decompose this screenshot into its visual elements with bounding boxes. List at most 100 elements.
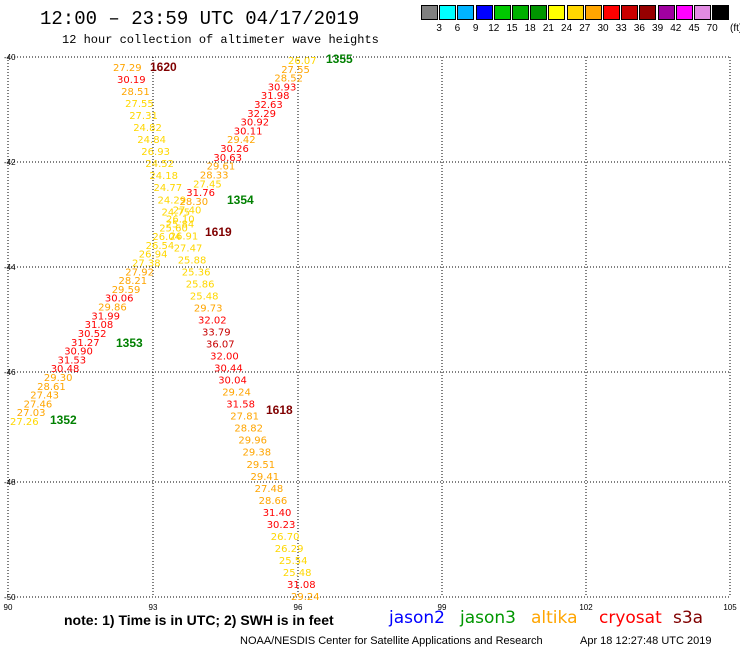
- swh-value-descending: 30.04: [218, 376, 247, 387]
- scale-swatch: [566, 5, 584, 20]
- scale-tick-label: 21: [542, 23, 554, 34]
- swh-value-ascending: 27.40: [173, 206, 202, 217]
- mission-label: jason3: [460, 608, 516, 628]
- latitude-label: -50: [4, 593, 16, 602]
- swh-value-descending: 24.84: [137, 135, 166, 146]
- pass-number-label: 1618: [266, 403, 293, 417]
- swh-value-ascending: 29.30: [44, 373, 73, 384]
- pass-number-label: 1355: [326, 52, 353, 66]
- swh-value-descending: 29.73: [194, 304, 223, 315]
- swh-value-descending: 30.44: [214, 364, 243, 375]
- swh-value-descending: 27.55: [125, 99, 154, 110]
- swh-value-ascending: 29.42: [227, 135, 256, 146]
- swh-value-ascending: 32.29: [247, 109, 276, 120]
- swh-value-descending: 31.58: [226, 400, 255, 411]
- mission-label: jason2: [389, 608, 445, 628]
- swh-value-ascending: 30.52: [78, 329, 107, 340]
- scale-tick-label: 9: [472, 23, 479, 34]
- credit-line: NOAA/NESDIS Center for Satellite Applica…: [240, 635, 543, 647]
- scale-tick-label: 36: [633, 23, 645, 34]
- swh-value-ascending: 25.60: [159, 223, 188, 234]
- scale-swatch: [475, 5, 493, 20]
- swh-value-descending: 29.24: [222, 388, 251, 399]
- scale-swatch: [657, 5, 675, 20]
- swh-value-ascending: 26.54: [146, 241, 175, 252]
- swh-value-ascending: 30.26: [220, 144, 249, 155]
- swh-value-descending: 24.82: [133, 123, 162, 134]
- swh-value-ascending: 30.90: [64, 347, 93, 358]
- scale-swatch: [712, 5, 730, 20]
- scale-tick-label: 27: [579, 23, 591, 34]
- scale-swatch: [493, 5, 511, 20]
- scale-tick-label: 39: [652, 23, 664, 34]
- swh-value-ascending: 26.94: [139, 250, 168, 261]
- page-subtitle: 12 hour collection of altimeter wave hei…: [62, 33, 379, 47]
- footnote: note: 1) Time is in UTC; 2) SWH is in fe…: [64, 612, 334, 628]
- swh-value-descending: 25.86: [186, 279, 215, 290]
- page-title: 12:00 – 23:59 UTC 04/17/2019: [40, 8, 360, 30]
- scale-tick-label: 33: [615, 23, 627, 34]
- swh-value-ascending: 27.26: [10, 417, 39, 428]
- longitude-label: 93: [149, 603, 158, 612]
- swh-value-descending: 28.51: [121, 87, 150, 98]
- swh-value-ascending: 26.04: [152, 232, 181, 243]
- swh-value-descending: 26.29: [275, 544, 304, 555]
- swh-value-ascending: 28.33: [200, 171, 229, 182]
- swh-value-ascending: 27.55: [281, 65, 310, 76]
- swh-value-ascending: 26.10: [166, 215, 195, 226]
- swh-value-descending: 32.02: [198, 316, 227, 327]
- swh-value-descending: 28.66: [259, 496, 288, 507]
- swh-value-descending: 25.88: [178, 255, 207, 266]
- swh-value-descending: 30.23: [267, 520, 296, 531]
- pass-number-label: 1352: [50, 413, 77, 427]
- swh-value-ascending: 30.93: [268, 82, 297, 93]
- longitude-label: 102: [579, 603, 593, 612]
- longitude-label: 99: [438, 603, 447, 612]
- latitude-label: -40: [4, 53, 16, 62]
- swh-value-ascending: 31.27: [71, 338, 100, 349]
- swh-value-ascending: 31.53: [58, 355, 87, 366]
- generated-timestamp: Apr 18 12:27:48 UTC 2019: [580, 635, 712, 647]
- swh-value-ascending: 30.48: [51, 364, 80, 375]
- swh-value-descending: 32.00: [210, 352, 239, 363]
- pass-number-label: 1619: [205, 225, 232, 239]
- swh-value-descending: 29.51: [247, 460, 276, 471]
- latitude-label: -44: [4, 263, 16, 272]
- scale-swatch: [457, 5, 475, 20]
- scale-swatch: [621, 5, 639, 20]
- mission-label: altika: [531, 608, 578, 628]
- scale-tick-label: 18: [524, 23, 536, 34]
- scale-swatch: [421, 5, 438, 20]
- swh-value-ascending: 27.46: [24, 399, 53, 410]
- swh-value-descending: 25.84: [166, 219, 195, 230]
- swh-value-descending: 33.79: [202, 328, 231, 339]
- swh-value-descending: 24.52: [145, 159, 174, 170]
- scale-tick-label: 3: [436, 23, 442, 34]
- swh-value-ascending: 31.98: [261, 91, 290, 102]
- latitude-label: -42: [4, 158, 16, 167]
- scale-tick-label: 6: [454, 23, 461, 34]
- scale-swatch: [603, 5, 620, 20]
- latitude-label: -48: [4, 478, 16, 487]
- swh-value-descending: 26.70: [271, 532, 300, 543]
- swh-value-ascending: 28.61: [37, 382, 66, 393]
- swh-value-descending: 26.91: [170, 231, 199, 242]
- scale-swatch: [512, 5, 529, 20]
- scale-tick-label: 70: [706, 23, 718, 34]
- scale-swatch: [584, 5, 602, 20]
- swh-value-descending: 25.48: [283, 568, 312, 579]
- swh-value-ascending: 30.11: [234, 126, 263, 137]
- swh-value-ascending: 29.61: [207, 162, 236, 173]
- swh-value-descending: 29.38: [243, 448, 272, 459]
- swh-value-ascending: 32.63: [254, 100, 283, 111]
- swh-value-descending: 29.41: [251, 472, 280, 483]
- scale-tick-label: 45: [688, 23, 700, 34]
- pass-number-label: 1620: [150, 60, 177, 74]
- swh-value-ascending: 31.76: [186, 188, 215, 199]
- swh-value-ascending: 28.21: [119, 276, 148, 287]
- swh-value-ascending: 28.30: [180, 197, 209, 208]
- swh-value-ascending: 27.03: [17, 408, 46, 419]
- swh-value-ascending: 26.07: [288, 56, 317, 67]
- swh-value-ascending: 31.99: [91, 311, 120, 322]
- swh-value-descending: 27.47: [174, 243, 203, 254]
